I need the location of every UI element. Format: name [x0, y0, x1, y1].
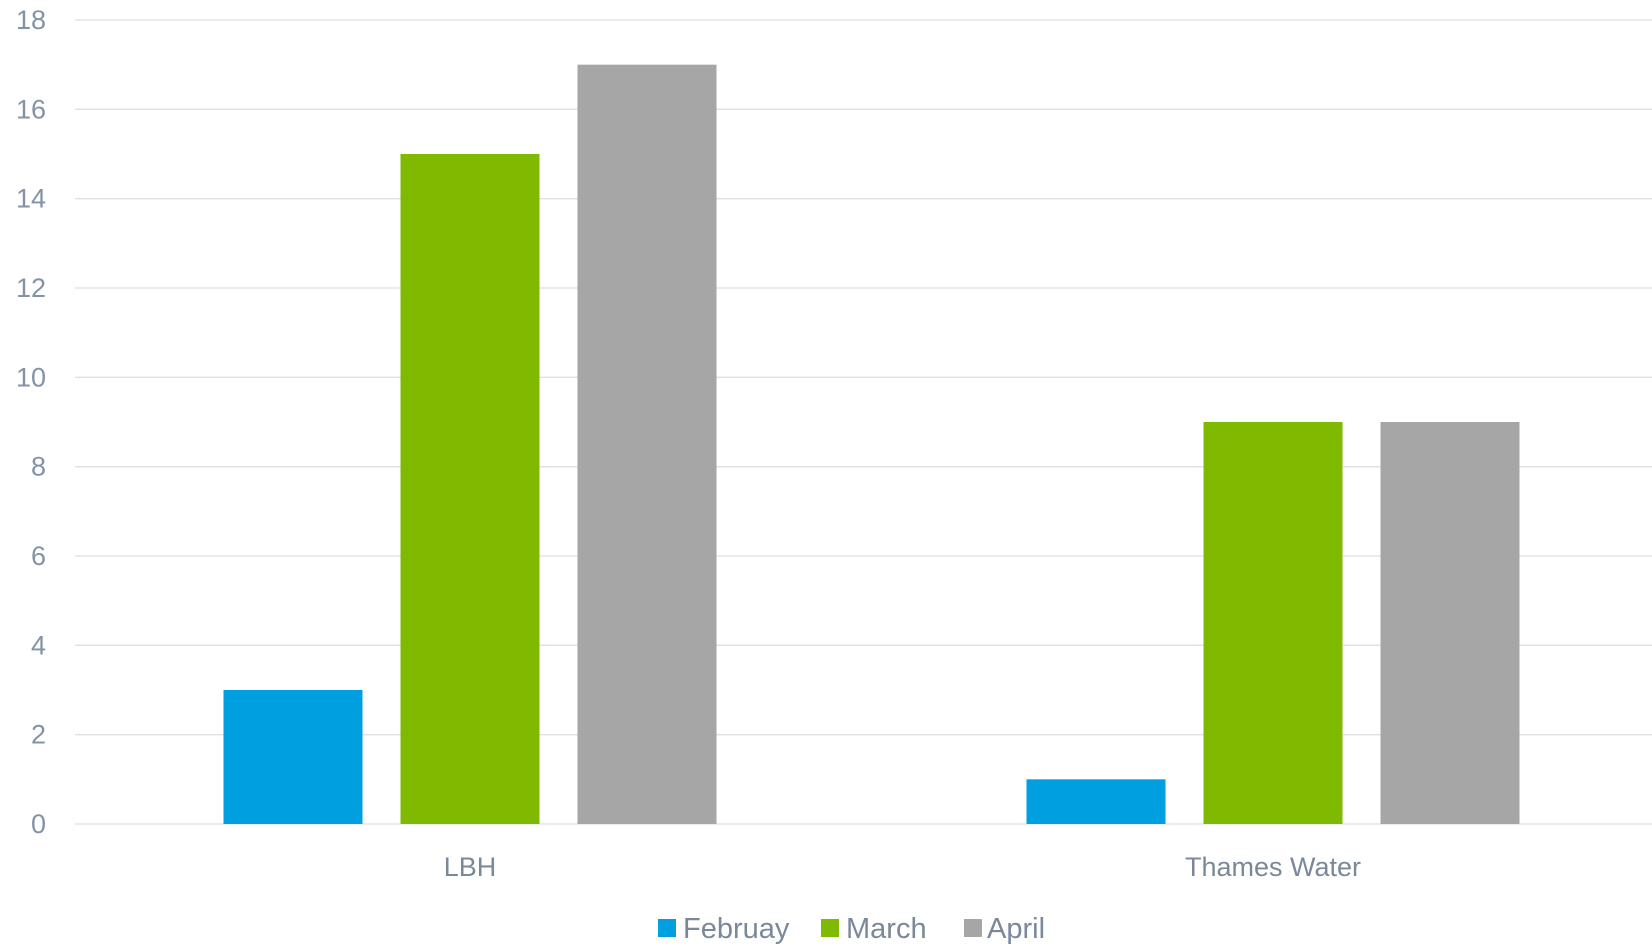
y-tick-label: 6: [31, 541, 46, 571]
y-tick-label: 16: [16, 94, 46, 124]
legend-label: March: [846, 913, 927, 945]
bar-march-thames-water: [1203, 422, 1343, 824]
legend-item: Februay: [658, 913, 790, 945]
x-axis-categories: LBH Thames Water: [444, 852, 1361, 882]
legend-swatch: [658, 919, 676, 937]
y-tick-label: 12: [16, 273, 46, 303]
bar-april-lbh: [577, 64, 717, 824]
bars: [223, 64, 1520, 824]
x-category-label: Thames Water: [1185, 852, 1361, 882]
y-tick-label: 0: [31, 809, 46, 839]
legend-item: March: [821, 913, 927, 945]
bar-februay-thames-water: [1026, 779, 1166, 824]
y-tick-label: 18: [16, 5, 46, 35]
legend: Februay March April: [658, 913, 1045, 945]
y-tick-label: 14: [16, 184, 46, 214]
legend-swatch: [964, 919, 982, 937]
legend-item: April: [964, 913, 1045, 945]
legend-swatch: [821, 919, 839, 937]
legend-label: April: [987, 913, 1045, 945]
x-category-label: LBH: [444, 852, 497, 882]
y-tick-label: 4: [31, 630, 46, 660]
legend-label: Februay: [683, 913, 790, 945]
bar-februay-lbh: [223, 690, 363, 824]
y-tick-label: 10: [16, 362, 46, 392]
y-axis-ticks: 0 2 4 6 8 10 12 14 16 18: [16, 5, 46, 839]
y-tick-label: 8: [31, 452, 46, 482]
bar-march-lbh: [400, 154, 540, 824]
y-tick-label: 2: [31, 720, 46, 750]
bar-april-thames-water: [1380, 422, 1520, 824]
